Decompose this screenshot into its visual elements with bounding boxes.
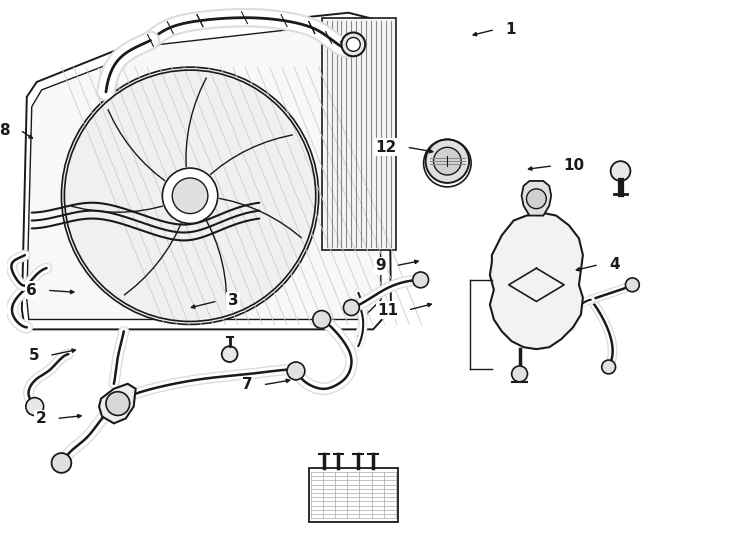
Circle shape	[51, 453, 71, 473]
Text: 12: 12	[375, 140, 396, 154]
Text: 2: 2	[36, 411, 46, 426]
Text: 5: 5	[29, 348, 39, 363]
Circle shape	[313, 310, 330, 328]
Polygon shape	[490, 213, 583, 349]
Circle shape	[625, 278, 639, 292]
Polygon shape	[321, 18, 396, 250]
Circle shape	[222, 346, 238, 362]
Circle shape	[434, 147, 461, 175]
Circle shape	[341, 32, 366, 56]
Text: 3: 3	[228, 294, 238, 308]
Circle shape	[62, 67, 319, 325]
Text: 10: 10	[563, 158, 584, 173]
Circle shape	[611, 161, 631, 181]
Text: 1: 1	[505, 22, 515, 37]
Polygon shape	[27, 25, 381, 320]
Circle shape	[287, 362, 305, 380]
Text: 6: 6	[26, 283, 37, 298]
Circle shape	[26, 397, 43, 415]
Circle shape	[512, 366, 528, 382]
Circle shape	[526, 189, 546, 208]
Text: 9: 9	[375, 258, 385, 273]
Text: 8: 8	[0, 123, 10, 138]
Circle shape	[106, 392, 130, 415]
Circle shape	[346, 37, 360, 51]
Circle shape	[413, 272, 429, 288]
Polygon shape	[99, 384, 136, 423]
Polygon shape	[522, 181, 551, 215]
Text: 11: 11	[377, 302, 398, 318]
Text: 4: 4	[608, 257, 619, 272]
Circle shape	[602, 360, 616, 374]
Text: 7: 7	[242, 377, 252, 393]
Circle shape	[172, 178, 208, 214]
Circle shape	[162, 168, 218, 224]
Polygon shape	[309, 468, 398, 522]
Circle shape	[344, 300, 359, 315]
Circle shape	[426, 139, 469, 183]
